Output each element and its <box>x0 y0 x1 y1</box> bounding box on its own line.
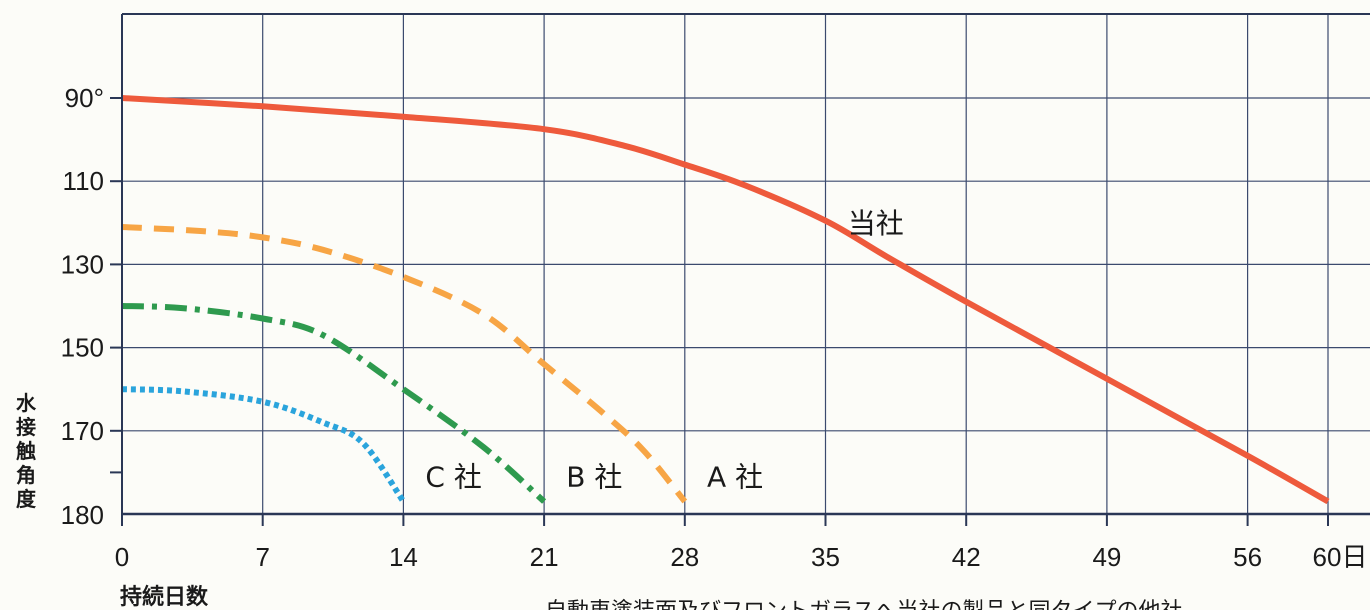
x-tick-label: 14 <box>389 542 418 572</box>
axes <box>110 13 1370 526</box>
x-tick-label: 0 <box>115 542 129 572</box>
y-axis-title-char: 度 <box>16 487 37 511</box>
y-axis-title-char: 触 <box>16 439 36 463</box>
y-tick-label: 130 <box>61 249 104 279</box>
x-tick-label: 28 <box>670 542 699 572</box>
series-line-0 <box>122 95 1330 505</box>
grid-lines <box>121 14 1370 514</box>
x-tick-label: 21 <box>530 542 559 572</box>
footer-caption: 自動車塗装面及びフロントガラスへ当社の製品と同タイプの他社 <box>545 599 1183 610</box>
x-tick-label: 60日 <box>1313 542 1368 572</box>
x-axis-title: 持続日数 <box>120 584 209 610</box>
series-annotation: C 社 <box>425 461 481 494</box>
y-tick-label: 90° <box>65 83 104 113</box>
x-tick-label: 56 <box>1233 542 1262 572</box>
y-axis-title-char: 水 <box>16 391 37 415</box>
y-tick-label: 180 <box>61 500 104 530</box>
series-annotation: B 社 <box>566 461 622 494</box>
series-annotation: 当社 <box>848 207 904 240</box>
x-tick-label: 7 <box>255 542 269 572</box>
y-axis-title-char: 接 <box>16 415 36 439</box>
tick-labels: 0 7 14 21 28 35 42 49 56 60日 90° 110 130 150 170 180 <box>61 83 1368 572</box>
series-line-2 <box>122 303 547 504</box>
x-tick-label: 42 <box>952 542 981 572</box>
series-line-3 <box>122 386 406 504</box>
series-annotation: A 社 <box>707 461 763 494</box>
series-line-1 <box>122 224 688 504</box>
x-tick-label: 35 <box>811 542 840 572</box>
y-tick-label: 110 <box>63 166 104 196</box>
series-lines <box>122 95 1330 505</box>
series-labels: 当社 A 社 B 社 C 社 <box>425 207 903 494</box>
y-tick-label: 150 <box>61 333 104 363</box>
y-axis-title-char: 角 <box>16 463 36 487</box>
y-tick-label: 170 <box>61 416 104 446</box>
x-tick-label: 49 <box>1092 542 1121 572</box>
